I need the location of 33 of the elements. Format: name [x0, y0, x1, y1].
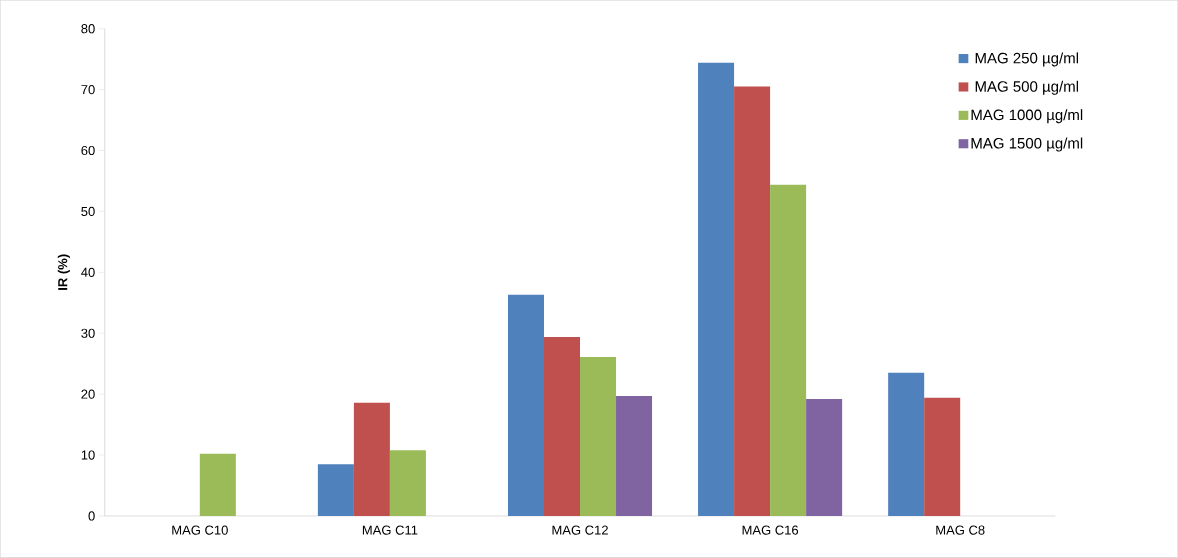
bar — [317, 464, 354, 517]
y-tick-label: 0 — [88, 511, 95, 521]
legend-label: MAG 1000 µg/ml — [971, 109, 1083, 124]
x-tick-label: MAG C11 — [362, 525, 418, 535]
bar — [543, 337, 580, 517]
bar — [199, 453, 236, 517]
y-tick-label: 20 — [81, 389, 95, 399]
legend-label: MAG 1500 µg/ml — [971, 137, 1083, 152]
x-tick-label: MAG C16 — [742, 525, 799, 535]
y-tick-label: 70 — [81, 85, 95, 95]
bar — [616, 396, 653, 517]
bar — [888, 372, 925, 517]
y-tick-label: 50 — [81, 206, 95, 217]
bar — [924, 397, 961, 517]
y-axis-title: IR (%) — [57, 254, 70, 291]
legend-label: MAG 500 µg/ml — [975, 80, 1079, 95]
y-tick-label: 40 — [81, 267, 95, 278]
bar — [580, 357, 617, 517]
x-tick-label: MAG C12 — [552, 525, 608, 535]
y-tick-label: 60 — [81, 146, 95, 156]
y-tick-label: 80 — [81, 24, 95, 34]
y-tick-label: 10 — [81, 450, 95, 460]
bar — [734, 86, 771, 517]
bar — [389, 450, 426, 517]
y-tick-label: 30 — [81, 328, 95, 338]
bar — [353, 402, 390, 517]
bar — [698, 62, 735, 517]
legend-label: MAG 250 µg/ml — [975, 52, 1079, 67]
bar — [507, 295, 544, 517]
bar — [806, 399, 843, 517]
x-tick-label: MAG C10 — [172, 525, 228, 535]
x-tick-label: MAG C8 — [936, 525, 985, 535]
bar — [770, 184, 807, 517]
